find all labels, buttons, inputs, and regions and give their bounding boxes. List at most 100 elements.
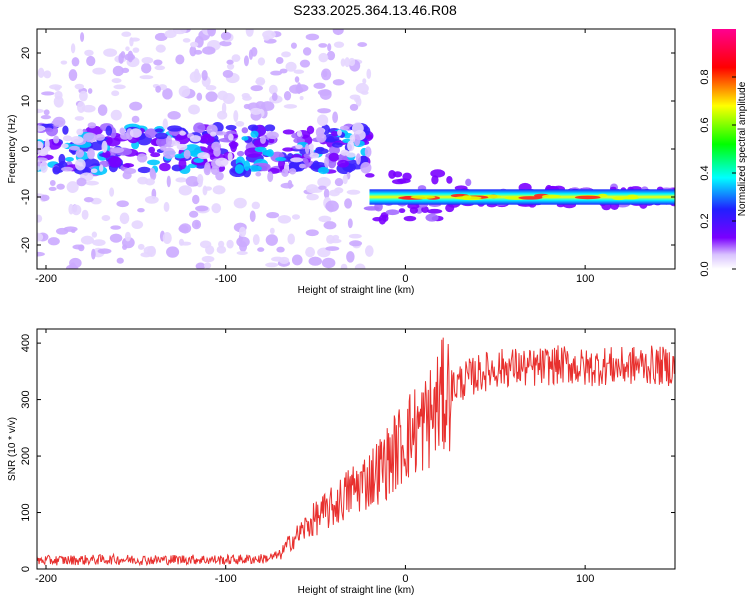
heatmap-noise-cell <box>349 103 359 111</box>
heatmap-noise-cell <box>280 182 294 189</box>
heatmap-carrier-halo <box>426 208 443 214</box>
top-y-tick-label: -20 <box>20 237 32 253</box>
heatmap-noise-cell <box>192 194 200 205</box>
heatmap-band-cell <box>268 138 275 144</box>
colorbar-gradient <box>712 29 736 269</box>
heatmap-noise-cell <box>47 237 60 246</box>
colorbar-tick-label: 0.6 <box>699 117 711 132</box>
heatmap-noise-cell <box>332 111 339 124</box>
heatmap-noise-cell <box>193 68 200 81</box>
heatmap-noise-cell <box>323 221 337 230</box>
heatmap-band-cell <box>234 164 244 174</box>
heatmap-band-cell <box>243 160 251 171</box>
heatmap-noise-cell <box>189 45 197 57</box>
heatmap-noise-cell <box>299 95 304 101</box>
heatmap-noise-cell <box>110 109 122 121</box>
heatmap-noise-cell <box>294 76 300 83</box>
heatmap-noise-cell <box>83 196 94 203</box>
heatmap-noise-cell <box>325 246 340 251</box>
heatmap-noise-cell <box>43 70 52 79</box>
heatmap-noise-cell <box>205 91 218 102</box>
heatmap-noise-cell <box>349 240 363 247</box>
heatmap-band-cell <box>122 163 135 168</box>
heatmap-band-cell <box>328 145 340 155</box>
heatmap-noise-cell <box>201 255 215 263</box>
heatmap-noise-cell <box>251 201 261 210</box>
heatmap-noise-cell <box>172 29 187 35</box>
heatmap-noise-cell <box>313 82 326 89</box>
heatmap-noise-cell <box>289 84 303 94</box>
heatmap-noise-cell <box>364 245 374 257</box>
heatmap-band-cell <box>337 159 350 168</box>
heatmap-noise-cell <box>163 147 176 159</box>
heatmap-noise-cell <box>236 250 248 256</box>
heatmap-band-cell <box>65 156 74 162</box>
heatmap-noise-cell <box>195 205 209 212</box>
heatmap-band-cell <box>230 140 238 153</box>
heatmap-band-cell <box>137 166 151 174</box>
heatmap-noise-cell <box>226 59 234 65</box>
heatmap-noise-cell <box>162 232 172 245</box>
bottom-x-tick-label: -100 <box>215 573 237 585</box>
top-x-tick-label: 0 <box>402 273 408 285</box>
heatmap-noise-cell <box>347 218 353 229</box>
heatmap-noise-cell <box>131 220 144 230</box>
heatmap-noise-cell <box>266 211 280 219</box>
heatmap-noise-cell <box>355 153 361 165</box>
heatmap-noise-cell <box>238 226 247 237</box>
heatmap-noise-cell <box>92 239 106 246</box>
heatmap-noise-cell <box>334 178 344 187</box>
heatmap-carrier-halo <box>398 208 406 214</box>
heatmap-carrier-halo <box>403 215 417 222</box>
heatmap-noise-cell <box>296 130 303 137</box>
heatmap-noise-cell <box>182 38 191 43</box>
top-x-tick-label: -200 <box>35 273 57 285</box>
heatmap-noise-cell <box>137 208 145 213</box>
heatmap-noise-cell <box>211 141 222 151</box>
bottom-x-axis: -200 -100 0 100 <box>35 329 594 585</box>
heatmap-band-cell <box>178 158 187 170</box>
heatmap-noise-cell <box>204 161 211 174</box>
heatmap-noise-cell <box>40 194 50 201</box>
heatmap-noise-cell <box>215 157 229 167</box>
heatmap-noise-cell <box>37 108 44 114</box>
heatmap-noise-cell <box>79 90 88 102</box>
heatmap-noise-cell <box>125 46 130 52</box>
heatmap-noise-cell <box>218 240 225 248</box>
heatmap-noise-cell <box>235 121 245 127</box>
heatmap-noise-cell <box>205 85 217 91</box>
heatmap-noise-cell <box>283 90 292 101</box>
heatmap-noise-cell <box>202 185 208 196</box>
heatmap-noise-cell <box>75 149 85 158</box>
heatmap-noise-cell <box>56 183 65 190</box>
heatmap-noise-cell <box>178 85 191 98</box>
heatmap-noise-cell <box>236 236 250 248</box>
heatmap-noise-cell <box>332 234 340 241</box>
heatmap-noise-cell <box>271 92 278 102</box>
heatmap-noise-cell <box>188 210 199 218</box>
heatmap-noise-cell <box>214 131 227 136</box>
heatmap-noise-cell <box>74 83 85 90</box>
heatmap-noise-cell <box>228 133 234 141</box>
heatmap-noise-cell <box>201 70 208 81</box>
heatmap-noise-cell <box>112 65 124 77</box>
heatmap-noise-cell <box>333 41 345 48</box>
heatmap-noise-cell <box>219 40 232 47</box>
heatmap-noise-cell <box>61 143 69 149</box>
heatmap-band-cell <box>193 122 206 134</box>
colorbar: 0.0 0.2 0.4 0.6 0.8 Normalized spectral ampl… <box>699 29 748 277</box>
top-y-axis: -20 -10 0 10 20 <box>20 47 675 253</box>
heatmap-noise-cell <box>317 114 329 127</box>
heatmap-noise-cell <box>325 200 339 212</box>
heatmap-noise-cell <box>137 176 149 185</box>
heatmap-noise-cell <box>132 47 140 53</box>
heatmap-band-cell <box>89 141 106 151</box>
heatmap-noise-cell <box>222 69 234 78</box>
heatmap-noise-cell <box>76 177 87 187</box>
heatmap-carrier-peak <box>454 196 482 200</box>
heatmap-noise-cell <box>348 233 362 239</box>
heatmap-noise-cell <box>84 49 94 57</box>
heatmap-noise-cell <box>80 235 95 245</box>
heatmap-noise-cell <box>337 129 342 137</box>
heatmap-noise-cell <box>252 234 260 246</box>
